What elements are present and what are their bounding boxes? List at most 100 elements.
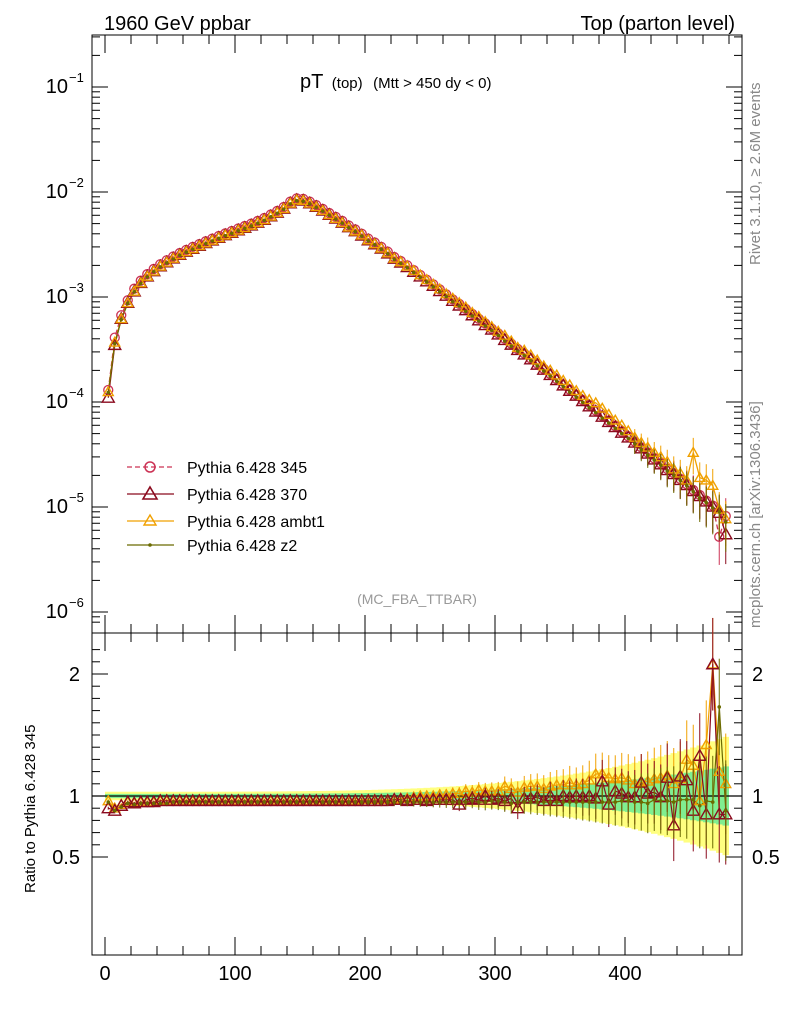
main-point-z2 bbox=[450, 300, 455, 304]
ratio-point-z2 bbox=[314, 800, 319, 804]
main-point-z2 bbox=[717, 510, 722, 514]
main-point-z2 bbox=[567, 390, 572, 394]
main-point-z2 bbox=[158, 265, 163, 269]
main-point-ambt1 bbox=[401, 259, 414, 271]
main-point-z2 bbox=[372, 243, 377, 247]
main-point-z2 bbox=[288, 202, 293, 206]
ratio-point-z2 bbox=[281, 800, 286, 804]
main-point-z2 bbox=[398, 261, 403, 266]
main-point-ambt1 bbox=[700, 473, 713, 485]
main-point-z2 bbox=[704, 500, 709, 505]
main-point-z2 bbox=[333, 217, 338, 221]
main-y-tick-label: 10 bbox=[46, 496, 68, 518]
main-point-370 bbox=[107, 337, 122, 351]
legend-marker-345 bbox=[144, 461, 156, 473]
main-point-z2 bbox=[437, 290, 442, 294]
ratio-point-z2 bbox=[593, 800, 598, 804]
ratio-point-z2 bbox=[717, 705, 722, 709]
main-y-tick-exponent: −2 bbox=[69, 175, 84, 190]
ratio-point-z2 bbox=[171, 800, 176, 804]
main-point-z2 bbox=[710, 506, 715, 510]
main-point-ambt1 bbox=[693, 471, 706, 483]
legend-label-370: Pythia 6.428 370 bbox=[187, 487, 307, 504]
main-point-ambt1 bbox=[596, 401, 609, 413]
main-point-z2 bbox=[632, 441, 637, 446]
side-label-rivet: Rivet 3.1.10, ≥ 2.6M events bbox=[747, 83, 764, 266]
ratio-point-z2 bbox=[405, 800, 410, 804]
main-point-z2 bbox=[366, 239, 371, 243]
ratio-point-z2 bbox=[151, 801, 156, 806]
ratio-y-tick-label-left: 2 bbox=[69, 664, 80, 686]
ratio-point-370 bbox=[120, 794, 135, 808]
legend-marker-ambt1 bbox=[142, 513, 158, 526]
main-point-ambt1 bbox=[615, 418, 628, 430]
main-point-370 bbox=[465, 307, 480, 321]
main-point-z2 bbox=[145, 275, 150, 279]
ratio-point-z2 bbox=[138, 801, 143, 806]
main-point-ambt1 bbox=[115, 312, 128, 324]
main-point-z2 bbox=[236, 229, 241, 233]
main-point-ambt1 bbox=[544, 363, 557, 375]
ratio-point-z2 bbox=[236, 800, 241, 804]
main-point-z2 bbox=[652, 458, 657, 462]
ratio-point-z2 bbox=[424, 800, 429, 804]
main-point-ambt1 bbox=[141, 270, 154, 281]
side-label-mcplots: mcplots.cern.ch [arXiv:1306.3436] bbox=[747, 401, 764, 628]
ratio-point-z2 bbox=[528, 800, 533, 804]
main-point-ambt1 bbox=[375, 241, 388, 253]
main-point-ambt1 bbox=[128, 285, 141, 296]
main-point-z2 bbox=[405, 265, 410, 270]
main-point-z2 bbox=[255, 221, 260, 226]
ratio-point-z2 bbox=[444, 800, 449, 804]
main-point-z2 bbox=[392, 257, 397, 262]
main-y-tick-label: 10 bbox=[46, 391, 68, 413]
ratio-point-z2 bbox=[457, 800, 462, 804]
ratio-point-ambt1 bbox=[498, 779, 511, 791]
main-point-z2 bbox=[216, 236, 221, 241]
main-point-z2 bbox=[164, 261, 169, 265]
ratio-point-z2 bbox=[379, 800, 384, 804]
main-series-markers bbox=[101, 192, 733, 565]
ratio-point-z2 bbox=[372, 800, 377, 804]
ratio-point-z2 bbox=[359, 800, 364, 804]
ratio-point-z2 bbox=[145, 801, 150, 806]
main-point-z2 bbox=[151, 269, 156, 274]
main-point-z2 bbox=[268, 215, 273, 219]
main-point-ambt1 bbox=[316, 204, 329, 216]
main-point-370 bbox=[510, 342, 525, 356]
main-point-ambt1 bbox=[531, 353, 544, 365]
ratio-point-z2 bbox=[119, 805, 124, 809]
ratio-point-z2 bbox=[548, 800, 553, 804]
main-point-ambt1 bbox=[388, 252, 401, 263]
ratio-point-ambt1 bbox=[589, 767, 602, 779]
ratio-point-z2 bbox=[574, 800, 579, 804]
ratio-point-z2 bbox=[613, 800, 618, 804]
ratio-point-z2 bbox=[307, 800, 312, 804]
main-point-ambt1 bbox=[563, 378, 576, 390]
main-point-ambt1 bbox=[355, 228, 368, 240]
main-point-z2 bbox=[619, 431, 624, 436]
ratio-point-z2 bbox=[132, 802, 137, 807]
main-point-z2 bbox=[112, 341, 117, 346]
ratio-point-z2 bbox=[704, 799, 709, 803]
main-point-ambt1 bbox=[550, 368, 563, 380]
main-point-z2 bbox=[262, 218, 267, 223]
main-point-z2 bbox=[184, 250, 189, 255]
ratio-y-tick-label-right: 0.5 bbox=[752, 847, 780, 869]
main-point-z2 bbox=[314, 205, 319, 210]
main-point-z2 bbox=[574, 395, 579, 400]
main-y-tick-exponent: −6 bbox=[69, 595, 84, 610]
main-point-ambt1 bbox=[524, 348, 537, 360]
main-point-ambt1 bbox=[602, 408, 615, 419]
ratio-point-z2 bbox=[398, 800, 403, 804]
x-tick-label: 300 bbox=[478, 963, 511, 985]
ratio-point-z2 bbox=[288, 800, 293, 804]
ratio-point-z2 bbox=[210, 800, 215, 804]
main-point-ambt1 bbox=[349, 224, 362, 236]
main-point-ambt1 bbox=[134, 276, 147, 288]
ratio-point-z2 bbox=[333, 800, 338, 804]
main-y-tick-exponent: −5 bbox=[69, 490, 84, 505]
ratio-point-z2 bbox=[229, 800, 234, 804]
main-point-ambt1 bbox=[290, 193, 303, 205]
main-point-ambt1 bbox=[336, 216, 349, 228]
